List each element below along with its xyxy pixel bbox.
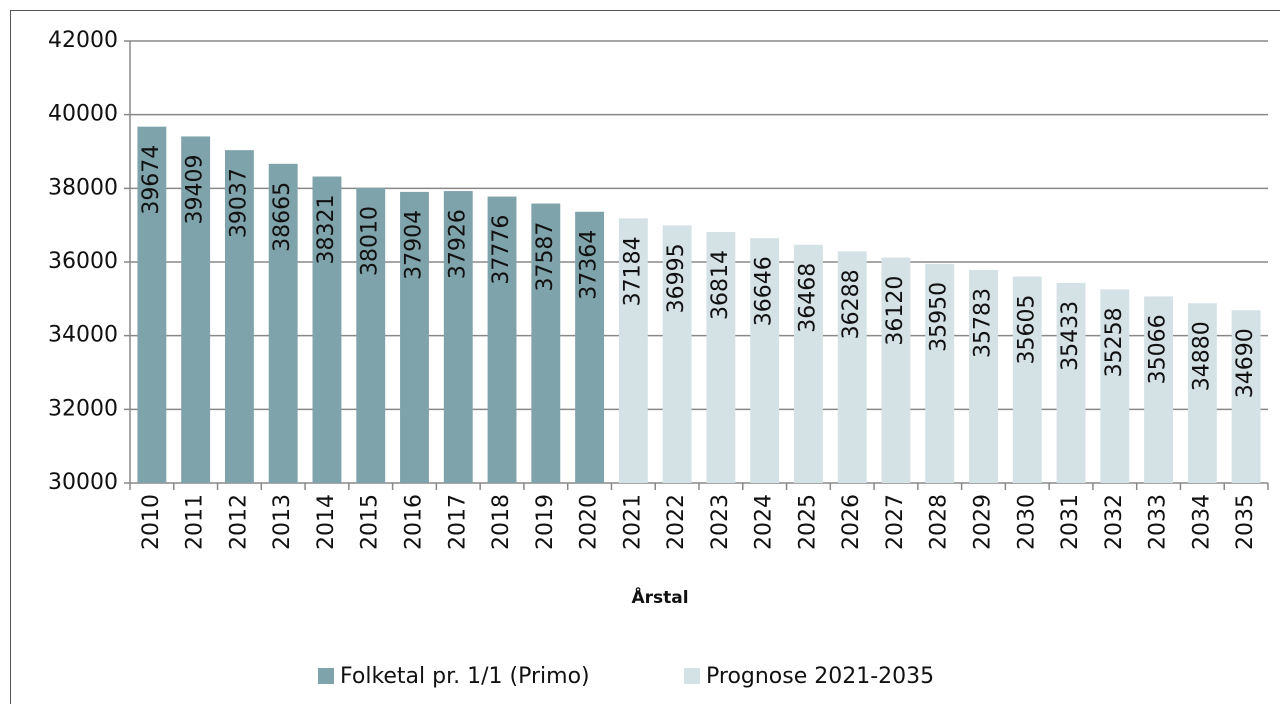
bar [575,211,605,483]
x-tick-label: 2033 [1146,494,1171,550]
x-tick-label: 2024 [752,494,777,550]
bar [400,191,429,484]
value-label: 38321 [314,195,339,265]
value-label: 36468 [795,263,820,333]
bar [750,238,780,483]
legend-label: Prognose 2021-2035 [706,664,934,689]
bar [1056,282,1086,483]
x-tick-label: 2014 [314,494,339,550]
y-tick-label: 34000 [48,323,118,348]
value-label: 35605 [1014,295,1039,365]
value-label: 37926 [445,209,470,279]
value-label: 36995 [664,243,689,313]
bar [618,218,648,483]
value-label: 38665 [270,182,295,252]
y-tick-label: 42000 [48,28,118,53]
bar [1100,289,1130,483]
x-tick-label: 2029 [971,494,996,550]
bar [1187,303,1217,483]
bar [181,136,211,483]
x-tick-label: 2010 [139,494,164,550]
y-tick-label: 40000 [48,102,118,127]
value-label: 35258 [1102,307,1127,377]
bar [1231,310,1261,483]
value-label: 39674 [139,145,164,215]
x-axis-title: Årstal [631,585,688,608]
value-label: 35066 [1146,314,1171,384]
bar [706,232,736,483]
x-tick-label: 2016 [402,494,427,550]
y-tick-label: 32000 [48,396,118,421]
bar [137,126,167,484]
legend-swatch [318,668,334,684]
bar [443,191,473,483]
x-tick-label: 2021 [620,494,645,550]
bar [662,225,692,483]
value-label: 36646 [752,256,777,326]
x-tick-label: 2022 [664,494,689,550]
value-label: 35950 [927,282,952,352]
bar [531,203,561,483]
x-tick-label: 2026 [839,494,864,550]
x-tick-label: 2031 [1058,494,1083,550]
x-tick-label: 2023 [708,494,733,550]
value-label: 36288 [839,269,864,339]
x-tick-label: 2035 [1233,494,1258,550]
value-label: 36814 [708,250,733,320]
bar [969,269,998,483]
x-tick-label: 2025 [795,494,820,550]
x-tick-label: 2011 [183,494,208,550]
value-label: 34690 [1233,328,1258,398]
x-tick-label: 2028 [927,494,952,550]
value-label: 36120 [883,276,908,346]
value-label: 37184 [620,236,645,306]
x-tick-label: 2032 [1102,494,1127,550]
bar [356,187,386,483]
value-label: 37587 [533,222,558,292]
bar [1012,276,1042,483]
x-tick-label: 2012 [226,494,251,550]
bar [881,257,911,483]
x-tick-label: 2017 [445,494,470,550]
value-label: 39409 [183,154,208,224]
bar [1144,296,1174,483]
bar [312,176,342,483]
value-label: 38010 [358,206,383,276]
value-label: 35433 [1058,301,1083,371]
y-tick-label: 38000 [48,175,118,200]
value-label: 37364 [577,230,602,300]
x-tick-label: 2020 [577,494,602,550]
bar [925,263,955,483]
value-label: 37776 [489,215,514,285]
value-label: 39037 [226,168,251,238]
value-label: 37904 [402,210,427,280]
x-tick-label: 2027 [883,494,908,550]
x-tick-label: 2013 [270,494,295,550]
y-tick-label: 30000 [48,470,118,495]
x-tick-label: 2015 [358,494,383,550]
legend-label: Folketal pr. 1/1 (Primo) [340,664,590,689]
bar [268,163,298,483]
bar [793,244,823,483]
bar [487,196,517,484]
value-label: 34880 [1189,321,1214,391]
bar [837,251,867,483]
x-tick-label: 2034 [1189,494,1214,550]
x-tick-label: 2030 [1014,494,1039,550]
value-label: 35783 [971,288,996,358]
x-tick-label: 2018 [489,494,514,550]
bar [224,150,254,484]
y-tick-label: 36000 [48,249,118,274]
legend-swatch [684,668,700,684]
x-tick-label: 2019 [533,494,558,550]
